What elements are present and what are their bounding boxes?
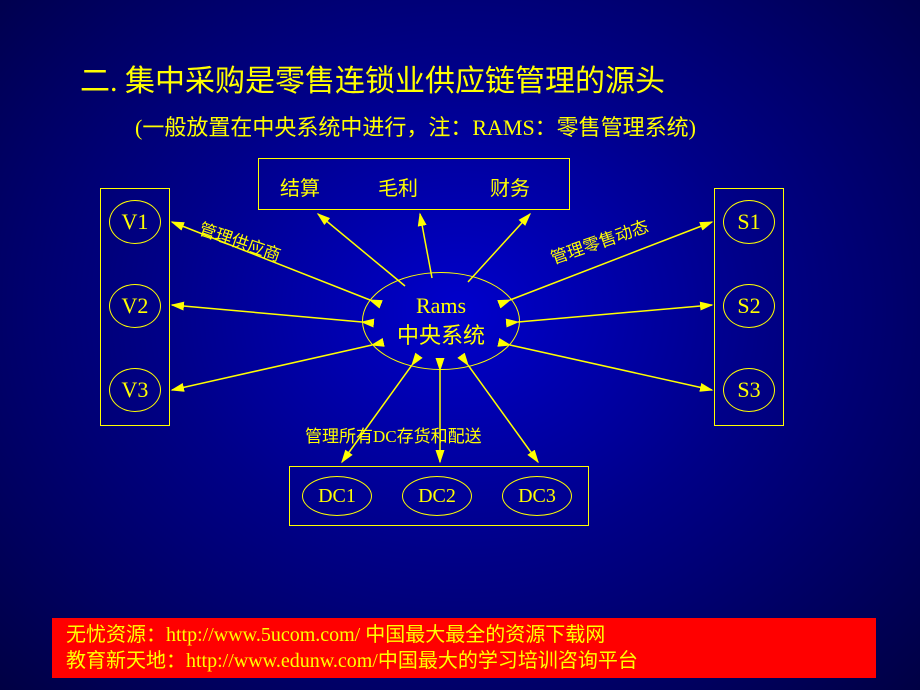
center-line2: 中央系统 [397,321,485,351]
footer-line2: 教育新天地：http://www.edunw.com/中国最大的学习培训咨询平台 [66,648,862,674]
edge-label-right: 管理零售动态 [547,212,652,269]
page-subtitle: (一般放置在中央系统中进行，注：RAMS：零售管理系统) [135,110,696,142]
diagram-canvas: 结算 毛利 财务 V1 V2 V3 S1 S2 S3 Rams 中央系统 DC1… [0,150,920,590]
dc-1: DC1 [302,476,372,516]
center-line1: Rams [416,291,466,321]
vendor-v2: V2 [109,284,161,328]
center-rams: Rams 中央系统 [362,272,520,370]
store-s2: S2 [723,284,775,328]
top-fn-1: 结算 [280,172,320,201]
vendor-v3: V3 [109,368,161,412]
edge-label-left: 管理供应商 [196,215,285,266]
footer-banner: 无忧资源：http://www.5ucom.com/ 中国最大最全的资源下载网 … [52,618,876,678]
top-fn-2: 毛利 [378,172,418,201]
page-title: 二. 集中采购是零售连锁业供应链管理的源头 [80,56,665,100]
vendor-v1: V1 [109,200,161,244]
dc-2: DC2 [402,476,472,516]
top-fn-3: 财务 [490,172,530,201]
edge-label-bottom: 管理所有DC存货和配送 [305,422,482,447]
dc-3: DC3 [502,476,572,516]
store-s3: S3 [723,368,775,412]
footer-line1: 无忧资源：http://www.5ucom.com/ 中国最大最全的资源下载网 [66,622,862,648]
store-s1: S1 [723,200,775,244]
